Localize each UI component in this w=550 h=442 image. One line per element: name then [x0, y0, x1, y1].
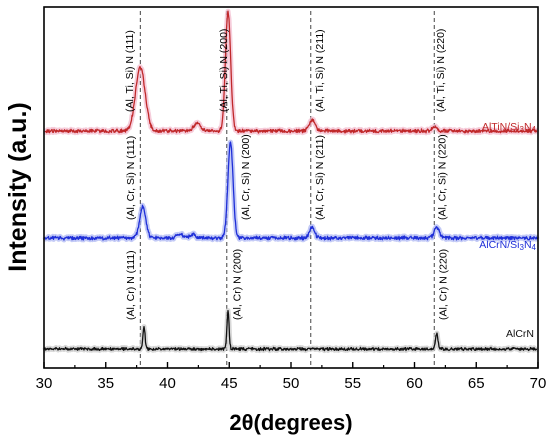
x-tick-label-5: 55 — [344, 375, 361, 392]
series-band-0 — [43, 8, 539, 136]
series-band-1 — [42, 139, 540, 243]
series-name-0: AlTiN/Si3N4 — [482, 121, 537, 134]
series-line-1 — [44, 141, 538, 241]
series-2 — [42, 308, 539, 354]
peak-label-0-2: (Al, Ti, Si) N (211) — [314, 29, 326, 112]
peak-label-1-1: (Al, Cr, Si) N (200) — [240, 134, 252, 220]
peak-label-1-0: (Al, Cr, Si) N (111) — [125, 136, 137, 220]
peak-label-1-3: (Al, Cr, Si) N (220) — [436, 134, 448, 220]
x-tick-label-2: 40 — [159, 375, 176, 392]
peak-label-2-2: (Al, Cr) N (220) — [438, 249, 450, 320]
plot-frame — [43, 6, 539, 369]
x-tick-label-8: 70 — [530, 375, 547, 392]
x-axis: 30 35 40 45 50 55 60 65 70 — [36, 362, 547, 392]
series-layer — [42, 8, 540, 354]
peak-label-1-2: (Al, Cr, Si) N (211) — [314, 135, 326, 220]
legend-labels: AlTiN/Si3N4 AlCrN/Si3N4 AlCrN — [479, 121, 536, 340]
series-line-0 — [44, 10, 538, 134]
series-line-2 — [44, 309, 538, 352]
series-1 — [42, 139, 540, 243]
x-tick-label-7: 65 — [468, 375, 485, 392]
y-axis-title: Intensity (a.u.) — [4, 102, 32, 271]
peak-label-2-1: (Al, Cr) N (200) — [231, 249, 243, 320]
x-tick-label-4: 50 — [283, 375, 300, 392]
peak-labels: (Al, Ti, Si) N (111) (Al, Ti, Si) N (200)… — [124, 29, 450, 320]
x-tick-label-6: 60 — [406, 375, 423, 392]
x-axis-title: 2θ(degrees) — [229, 410, 352, 435]
x-tick-label-3: 45 — [221, 375, 238, 392]
reference-lines — [139, 11, 435, 368]
peak-label-0-0: (Al, Ti, Si) N (111) — [124, 30, 136, 112]
series-band-2 — [42, 308, 539, 354]
series-name-1: AlCrN/Si3N4 — [479, 239, 536, 252]
peak-label-0-3: (Al, Ti, Si) N (220) — [435, 29, 447, 112]
series-0 — [43, 8, 539, 136]
x-tick-label-0: 30 — [36, 375, 53, 392]
peak-label-2-0: (Al, Cr) N (111) — [125, 250, 137, 320]
x-tick-label-1: 35 — [97, 375, 114, 392]
series-name-2: AlCrN — [506, 328, 534, 340]
peak-label-0-1: (Al, Ti, Si) N (200) — [218, 29, 230, 112]
